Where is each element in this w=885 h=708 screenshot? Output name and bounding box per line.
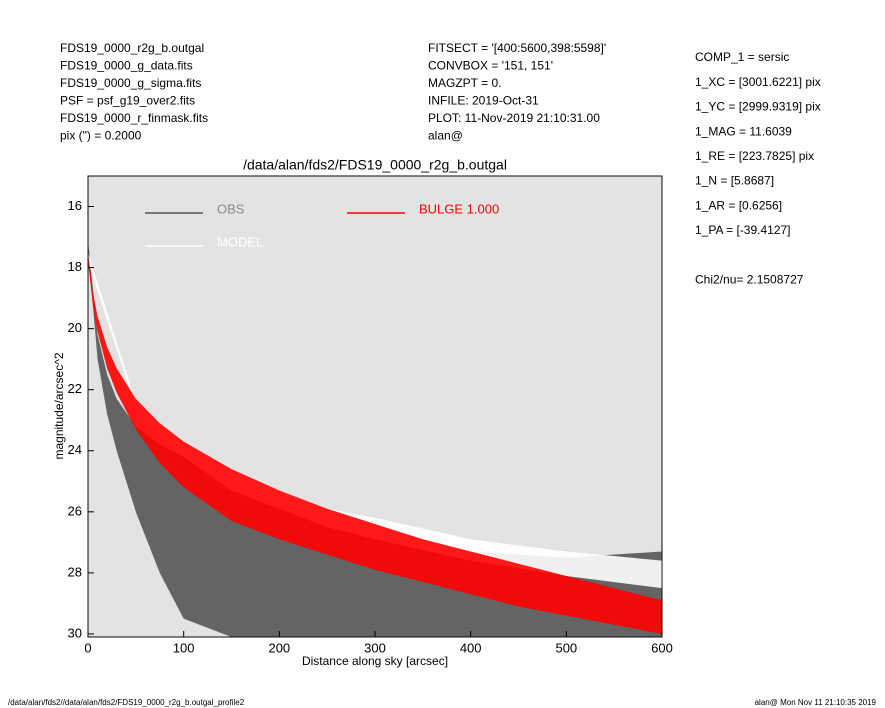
footer-left: /data/alan/fds2//data/alan/fds2/FDS19_00… bbox=[8, 698, 245, 707]
fit-param: 1_PA = [-39.4127] bbox=[695, 223, 791, 237]
x-tick-label: 200 bbox=[268, 640, 290, 655]
legend-label: BULGE 1.000 bbox=[419, 201, 499, 216]
header-middle-line: FITSECT = '[400:5600,398:5598]' bbox=[428, 41, 606, 55]
fit-param: 1_RE = [223.7825] pix bbox=[695, 149, 814, 163]
fit-param: 1_YC = [2999.9319] pix bbox=[695, 100, 821, 114]
y-tick-label: 16 bbox=[68, 198, 82, 213]
header-left-line: FDS19_0000_r2g_b.outgal bbox=[60, 41, 204, 55]
x-tick-label: 300 bbox=[364, 640, 386, 655]
fit-param: 1_MAG = 11.6039 bbox=[695, 124, 792, 138]
fit-param: Chi2/nu= 2.1508727 bbox=[695, 272, 804, 286]
y-axis-label: magnitude/arcsec^2 bbox=[52, 352, 66, 459]
x-tick-label: 0 bbox=[84, 640, 91, 655]
y-tick-label: 24 bbox=[68, 442, 82, 457]
header-left-line: PSF = psf_g19_over2.fits bbox=[60, 94, 195, 108]
legend-label: OBS bbox=[217, 201, 245, 216]
fit-param: 1_N = [5.8687] bbox=[695, 174, 774, 188]
header-middle-line: alan@ bbox=[428, 129, 463, 143]
data-band bbox=[88, 252, 662, 589]
y-tick-label: 18 bbox=[68, 259, 82, 274]
fit-param: COMP_1 = sersic bbox=[695, 50, 789, 64]
header-middle-line: MAGZPT = 0. bbox=[428, 76, 501, 90]
data-band bbox=[88, 240, 662, 637]
x-tick-label: 600 bbox=[651, 640, 673, 655]
header-left-line: FDS19_0000_g_data.fits bbox=[60, 59, 193, 73]
y-tick-label: 20 bbox=[68, 320, 82, 335]
x-axis-label: Distance along sky [arcsec] bbox=[302, 654, 448, 668]
x-tick-label: 500 bbox=[555, 640, 577, 655]
x-tick-label: 400 bbox=[460, 640, 482, 655]
y-tick-label: 30 bbox=[68, 625, 82, 640]
chart-title: /data/alan/fds2/FDS19_0000_r2g_b.outgal bbox=[243, 157, 507, 173]
fit-param: 1_AR = [0.6256] bbox=[695, 198, 782, 212]
footer-right: alan@ Mon Nov 11 21:10:35 2019 bbox=[755, 698, 877, 707]
header-middle-line: CONVBOX = '151, 151' bbox=[428, 59, 553, 73]
header-left-line: FDS19_0000_g_sigma.fits bbox=[60, 76, 201, 90]
x-tick-label: 100 bbox=[173, 640, 195, 655]
data-band bbox=[88, 252, 662, 634]
header-middle-line: INFILE: 2019-Oct-31 bbox=[428, 94, 539, 108]
header-left-line: pix (") = 0.2000 bbox=[60, 129, 142, 143]
legend-label: MODEL bbox=[217, 234, 263, 249]
y-tick-label: 26 bbox=[68, 503, 82, 518]
y-tick-label: 22 bbox=[68, 381, 82, 396]
y-tick-label: 28 bbox=[68, 564, 82, 579]
fit-param: 1_XC = [3001.6221] pix bbox=[695, 75, 821, 89]
header-left-line: FDS19_0000_r_finmask.fits bbox=[60, 111, 208, 125]
header-middle-line: PLOT: 11-Nov-2019 21:10:31.00 bbox=[428, 111, 600, 125]
